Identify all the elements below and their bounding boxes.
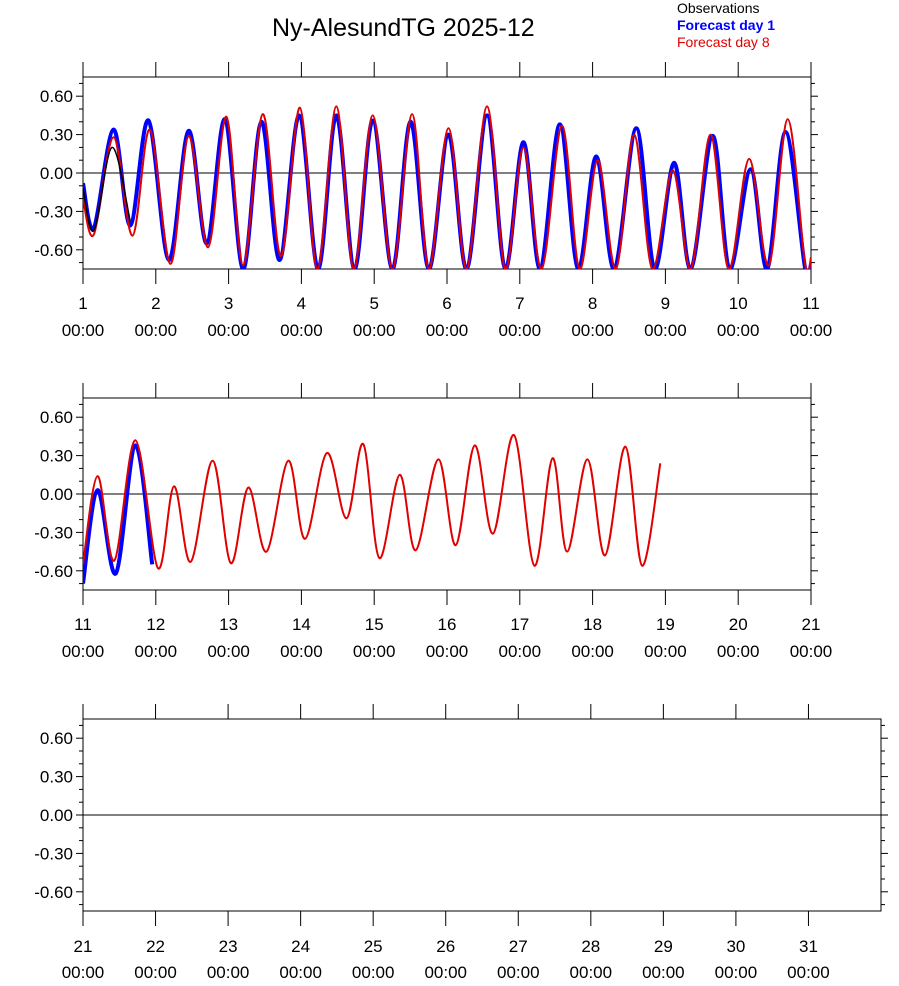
x-tick-label-time: 00:00 <box>644 321 687 340</box>
x-tick-label-time: 00:00 <box>279 963 322 982</box>
x-tick-label-day: 11 <box>802 294 820 313</box>
x-tick-label-day: 15 <box>365 615 384 634</box>
x-tick-label-time: 00:00 <box>352 963 395 982</box>
y-tick-label: 0.30 <box>40 126 73 145</box>
x-tick-label-day: 21 <box>802 615 821 634</box>
x-tick-label-day: 28 <box>581 937 600 956</box>
x-tick-label-day: 22 <box>146 937 165 956</box>
x-tick-label-time: 00:00 <box>62 642 105 661</box>
x-tick-label-day: 9 <box>661 294 670 313</box>
y-tick-label: 0.60 <box>40 408 73 427</box>
x-tick-label-time: 00:00 <box>62 321 105 340</box>
x-tick-label-day: 20 <box>729 615 748 634</box>
y-tick-label: 0.30 <box>40 447 73 466</box>
x-tick-label-time: 00:00 <box>570 963 613 982</box>
x-tick-label-time: 00:00 <box>715 963 758 982</box>
legend: Observations Forecast day 1 Forecast day… <box>677 0 775 51</box>
y-tick-label: 0.00 <box>40 485 73 504</box>
legend-forecast-day-1: Forecast day 1 <box>677 17 776 33</box>
series-line-forecast-day-8 <box>83 434 662 570</box>
x-tick-label-time: 00:00 <box>280 642 323 661</box>
panel-2: 0.60 0.30 0.00 -0.30 -0.60 11 00:00 12 00:00 13 00… <box>34 383 832 661</box>
x-tick-label-time: 00:00 <box>135 642 178 661</box>
y-tick-label: 0.60 <box>40 87 73 106</box>
x-tick-label-time: 00:00 <box>207 321 250 340</box>
y-tick-label: 0.30 <box>40 768 73 787</box>
x-tick-label-time: 00:00 <box>207 963 250 982</box>
x-tick-label-time: 00:00 <box>790 321 833 340</box>
x-tick-label-day: 29 <box>654 937 673 956</box>
series-line-forecast-day-8 <box>83 105 811 269</box>
y-tick-label: -0.60 <box>34 241 73 260</box>
x-tick-label-day: 6 <box>442 294 451 313</box>
y-tick-label: -0.60 <box>34 883 73 902</box>
y-tick-label: -0.30 <box>34 523 73 542</box>
x-tick-label-time: 00:00 <box>135 321 178 340</box>
x-tick-label-day: 21 <box>74 937 93 956</box>
legend-observations: Observations <box>677 0 760 16</box>
x-tick-label-time: 00:00 <box>571 321 614 340</box>
y-tick-label: 0.00 <box>40 806 73 825</box>
x-tick-label-time: 00:00 <box>790 642 833 661</box>
x-tick-label-day: 3 <box>224 294 233 313</box>
x-tick-label-time: 00:00 <box>424 963 467 982</box>
x-tick-label-day: 30 <box>726 937 745 956</box>
x-tick-label-day: 8 <box>588 294 597 313</box>
x-tick-label-day: 4 <box>297 294 306 313</box>
x-tick-label-time: 00:00 <box>644 642 687 661</box>
x-tick-label-day: 19 <box>656 615 675 634</box>
x-tick-label-day: 17 <box>510 615 529 634</box>
y-tick-label: 0.00 <box>40 164 73 183</box>
x-tick-label-day: 16 <box>438 615 457 634</box>
x-tick-label-time: 00:00 <box>426 642 469 661</box>
x-tick-label-time: 00:00 <box>426 321 469 340</box>
panel-3: 0.60 0.30 0.00 -0.30 -0.60 21 00:00 22 00:00 23 00… <box>34 704 888 982</box>
x-tick-label-day: 26 <box>436 937 455 956</box>
x-tick-label-time: 00:00 <box>62 963 105 982</box>
y-tick-label: 0.60 <box>40 729 73 748</box>
x-tick-label-day: 10 <box>729 294 748 313</box>
x-tick-label-day: 24 <box>291 937 310 956</box>
x-tick-label-time: 00:00 <box>280 321 323 340</box>
x-tick-label-day: 1 <box>78 294 87 313</box>
x-tick-label-time: 00:00 <box>571 642 614 661</box>
x-tick-label-day: 23 <box>219 937 238 956</box>
y-tick-label: -0.30 <box>34 202 73 221</box>
x-tick-label-time: 00:00 <box>353 642 396 661</box>
x-tick-label-time: 00:00 <box>353 321 396 340</box>
x-tick-label-day: 7 <box>515 294 524 313</box>
x-tick-label-time: 00:00 <box>207 642 250 661</box>
y-tick-label: -0.60 <box>34 562 73 581</box>
x-tick-label-day: 25 <box>364 937 383 956</box>
x-tick-label-time: 00:00 <box>499 321 542 340</box>
panel-1: 0.60 0.30 0.00 -0.30 -0.60 1 00:00 2 00:00 3 00:00… <box>34 62 832 340</box>
x-tick-label-time: 00:00 <box>497 963 540 982</box>
series-line-observations <box>83 146 132 232</box>
x-tick-label-time: 00:00 <box>717 321 760 340</box>
x-tick-label-time: 00:00 <box>134 963 177 982</box>
x-tick-label-day: 2 <box>151 294 160 313</box>
x-tick-label-day: 18 <box>583 615 602 634</box>
x-tick-label-time: 00:00 <box>787 963 830 982</box>
x-tick-label-day: 31 <box>799 937 818 956</box>
x-tick-label-day: 27 <box>509 937 528 956</box>
x-tick-label-day: 14 <box>292 615 311 634</box>
x-tick-label-time: 00:00 <box>642 963 685 982</box>
x-tick-label-day: 11 <box>74 615 92 634</box>
x-tick-label-day: 13 <box>219 615 238 634</box>
x-tick-label-day: 5 <box>369 294 378 313</box>
x-tick-label-time: 00:00 <box>717 642 760 661</box>
legend-forecast-day-8: Forecast day 8 <box>677 34 770 50</box>
y-tick-label: -0.30 <box>34 844 73 863</box>
x-tick-label-day: 12 <box>146 615 165 634</box>
x-tick-label-time: 00:00 <box>499 642 542 661</box>
chart-title: Ny-AlesundTG 2025-12 <box>272 14 535 42</box>
